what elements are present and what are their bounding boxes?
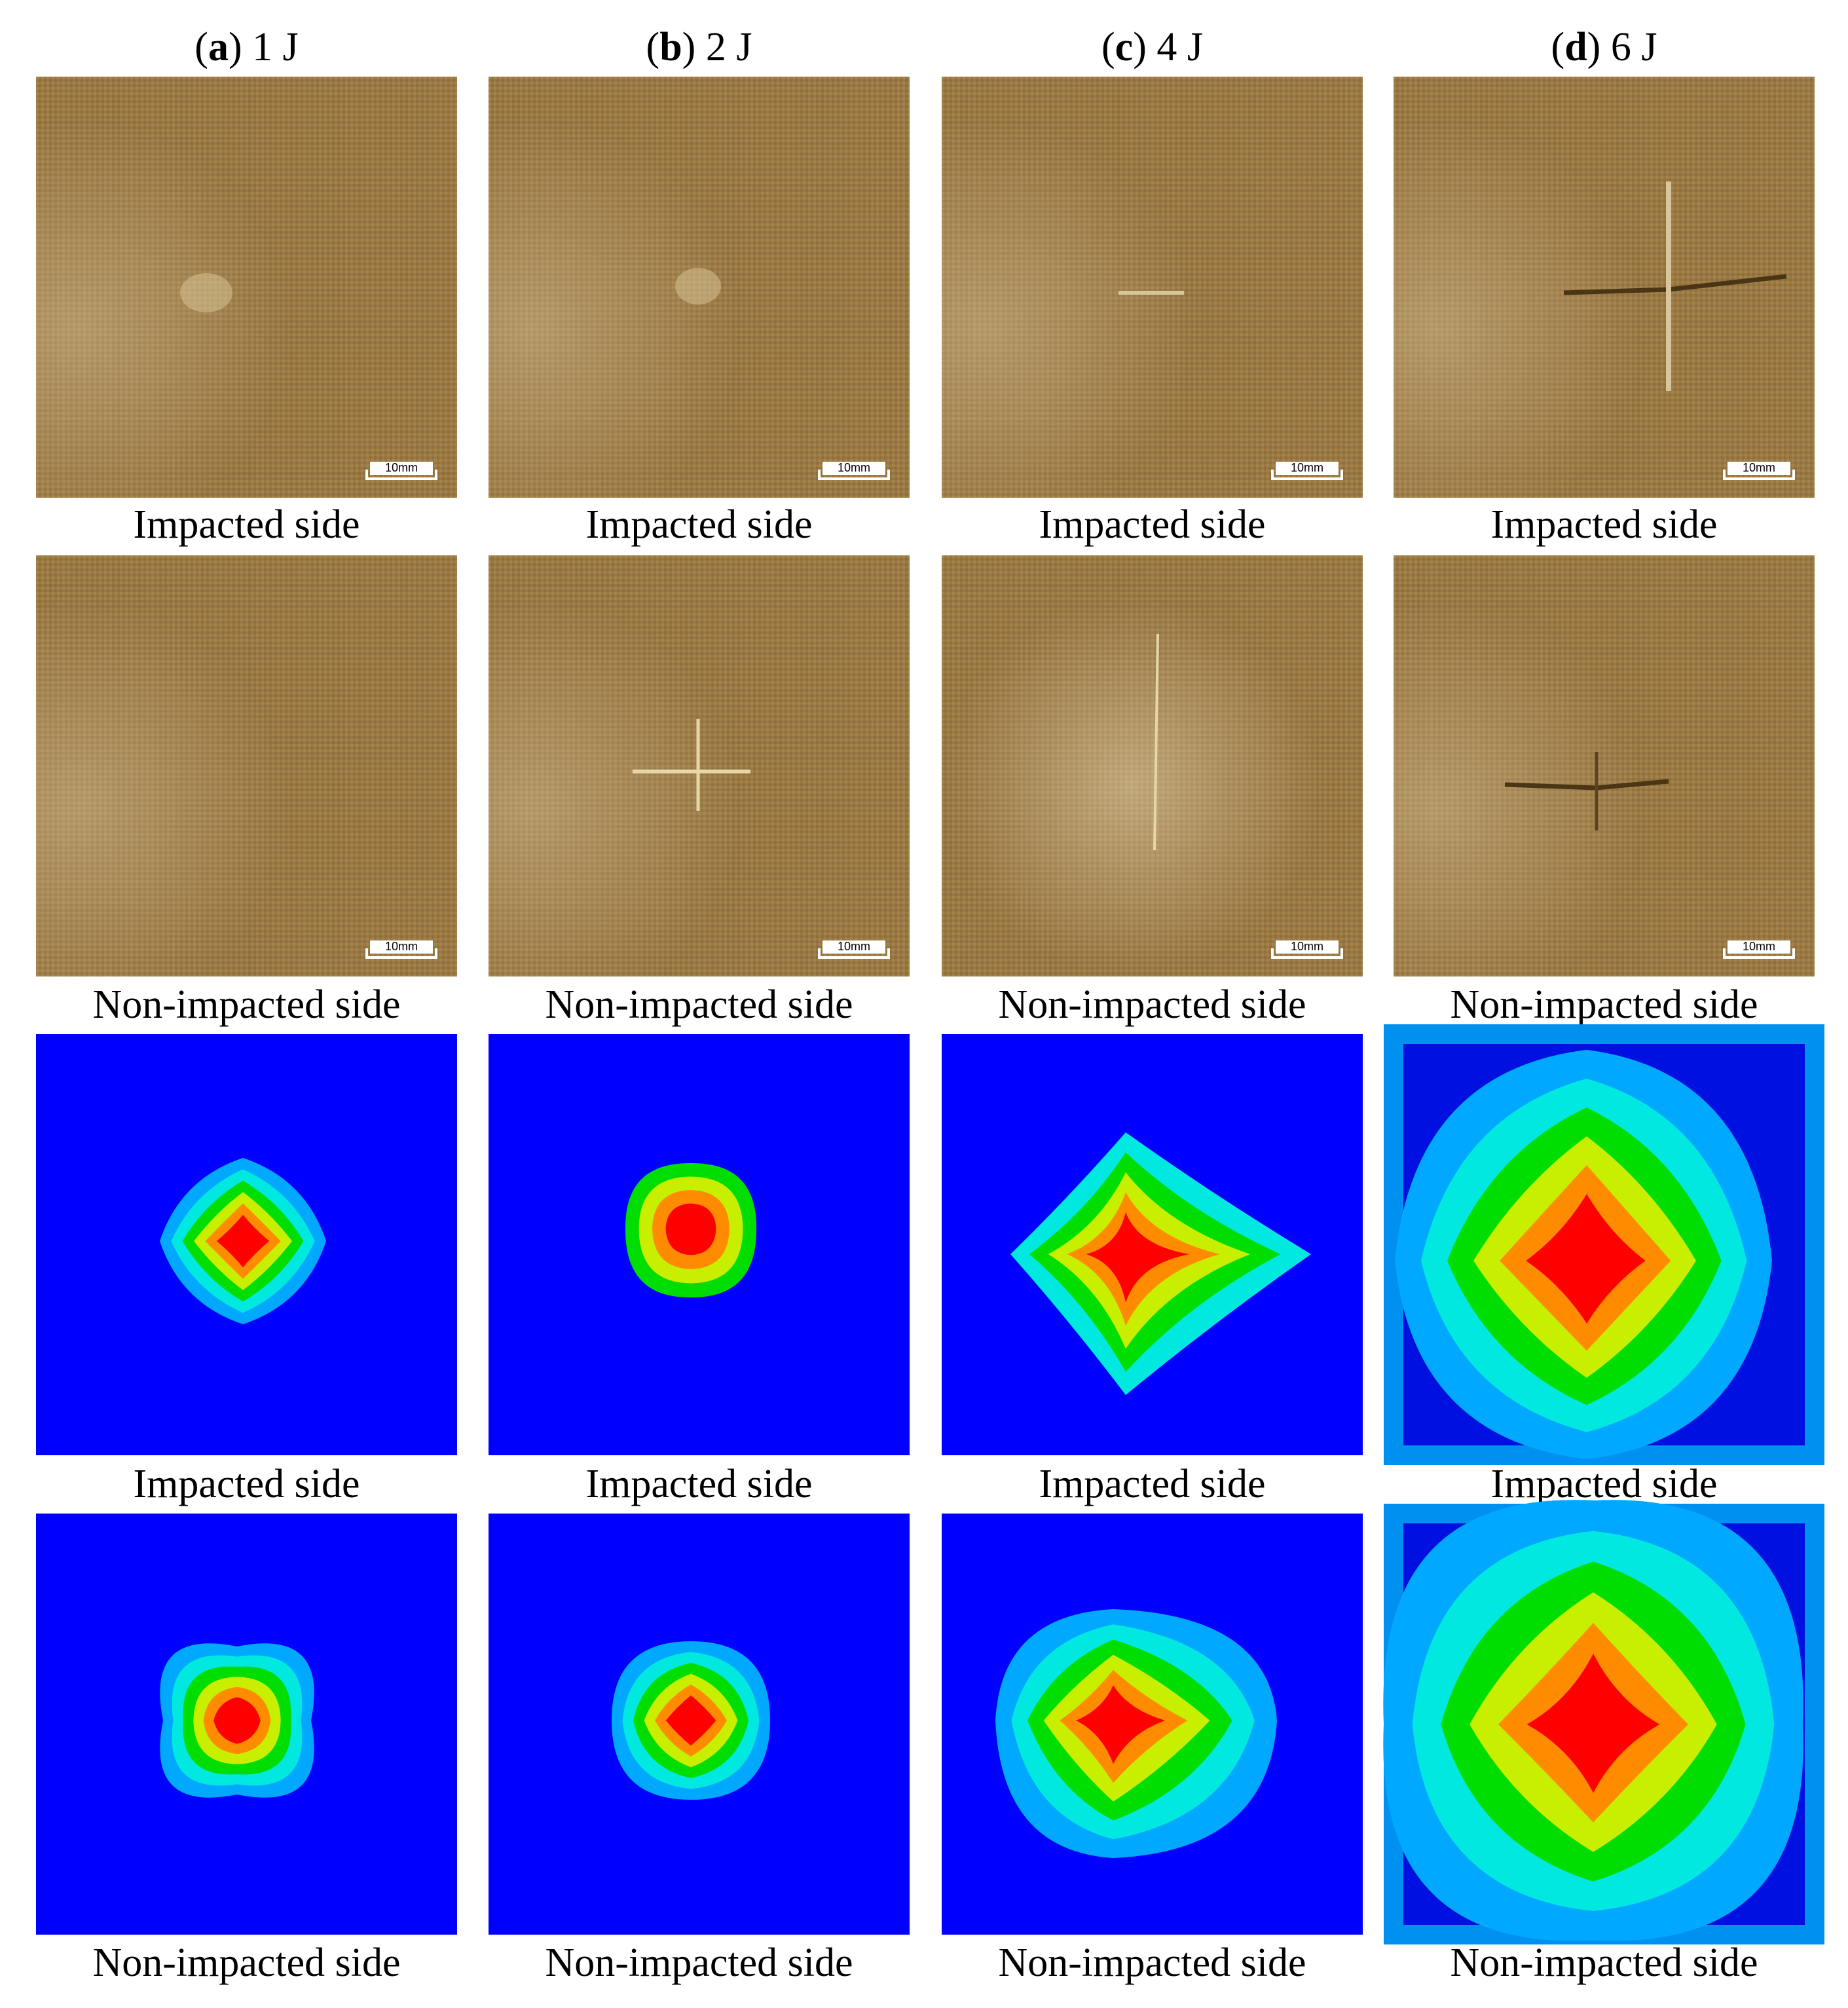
panel-caption: Non-impacted side <box>545 1941 853 1985</box>
scale-bar-label: 10mm <box>1743 940 1775 953</box>
contour-panel <box>36 1034 457 1455</box>
scale-bar-box <box>822 940 885 954</box>
scale-bar-label: 10mm <box>1291 461 1323 474</box>
damage-mark <box>675 268 721 305</box>
panel-caption: Non-impacted side <box>545 982 853 1027</box>
panel-caption: Impacted side <box>1490 1462 1717 1506</box>
panel-caption: Impacted side <box>585 502 812 547</box>
panel-caption: Impacted side <box>133 502 360 547</box>
scale-bar <box>818 948 890 959</box>
title-part: d <box>1564 25 1587 69</box>
panel-caption: Non-impacted side <box>92 982 400 1027</box>
contour-panel <box>942 1034 1363 1455</box>
scale-bar-box <box>1728 462 1790 475</box>
scale-bar-box <box>370 940 433 954</box>
panel-caption: Impacted side <box>1039 1462 1265 1506</box>
panel-caption: Non-impacted side <box>1450 982 1758 1027</box>
photo-shading <box>942 555 1363 976</box>
photo-panel: 10mm <box>1394 555 1815 976</box>
title-part: ) 6 J <box>1587 25 1657 69</box>
title-part: ) 2 J <box>682 25 752 69</box>
photo-panel: 10mm <box>36 77 457 498</box>
panel-caption: Impacted side <box>1039 502 1265 547</box>
scale-bar-label: 10mm <box>838 940 870 953</box>
contour-level <box>1086 1212 1190 1303</box>
scale-bar-box <box>370 462 433 475</box>
contour-panel <box>942 1514 1363 1935</box>
column-title: (c) 4 J <box>1101 25 1203 69</box>
scale-bar-label: 10mm <box>838 461 870 474</box>
contour-level <box>1526 1194 1646 1324</box>
title-part: b <box>659 25 682 69</box>
photo-panel: 10mm <box>489 77 910 498</box>
column-title: (b) 2 J <box>646 25 752 69</box>
scale-bar-box <box>822 462 885 475</box>
column-title: (d) 6 J <box>1551 25 1657 69</box>
scale-bar-box <box>1728 940 1790 954</box>
contour-panel <box>36 1514 457 1935</box>
contour-panel <box>1383 1500 1824 1944</box>
photo-shading <box>1394 77 1815 498</box>
scale-bar <box>1723 948 1795 959</box>
contour-level <box>665 1695 716 1746</box>
panel-caption: Impacted side <box>1490 502 1717 547</box>
scale-bar <box>1271 948 1343 959</box>
contour-level <box>665 1203 716 1255</box>
contour-level <box>1076 1685 1166 1764</box>
photo-panel: 10mm <box>942 77 1363 498</box>
contour-level <box>213 1697 261 1744</box>
scale-bar-label: 10mm <box>385 461 418 474</box>
damage-mark <box>180 273 232 312</box>
contour-panel <box>489 1034 910 1455</box>
column-title: (a) 1 J <box>194 25 298 69</box>
contour-level <box>216 1214 270 1268</box>
title-part: ) 1 J <box>229 25 299 69</box>
panel-caption: Non-impacted side <box>998 982 1306 1027</box>
photo-shading <box>1394 555 1815 976</box>
contour-level <box>1526 1653 1660 1793</box>
scale-bar-box <box>1276 462 1339 475</box>
photo-shading <box>36 555 457 976</box>
photo-shading <box>942 77 1363 498</box>
panel-caption: Non-impacted side <box>92 1941 400 1985</box>
title-part: a <box>208 25 229 69</box>
contour-panel <box>489 1514 910 1935</box>
scale-bar <box>365 470 437 480</box>
photo-shading <box>36 77 457 498</box>
scale-bar <box>1271 470 1343 480</box>
scale-bar-label: 10mm <box>385 940 418 953</box>
panel-caption: Impacted side <box>133 1462 360 1506</box>
scale-bar <box>1723 470 1795 480</box>
title-part: ( <box>1101 25 1115 69</box>
photo-panel: 10mm <box>942 555 1363 976</box>
scale-bar-label: 10mm <box>1291 940 1323 953</box>
photo-panel: 10mm <box>489 555 910 976</box>
scale-bar <box>365 948 437 959</box>
panel-caption: Non-impacted side <box>1450 1941 1758 1985</box>
title-part: c <box>1115 25 1134 69</box>
title-part: ( <box>194 25 208 69</box>
damage-mark <box>1153 633 1159 851</box>
contour-panel <box>1384 1024 1824 1465</box>
scale-bar <box>818 470 890 480</box>
panel-caption: Impacted side <box>585 1462 812 1506</box>
panel-caption: Non-impacted side <box>998 1941 1306 1985</box>
title-part: ( <box>646 25 660 69</box>
photo-panel: 10mm <box>36 555 457 976</box>
title-part: ) 4 J <box>1133 25 1203 69</box>
photo-panel: 10mm <box>1394 77 1815 498</box>
title-part: ( <box>1551 25 1565 69</box>
scale-bar-label: 10mm <box>1743 461 1775 474</box>
scale-bar-box <box>1276 940 1339 954</box>
